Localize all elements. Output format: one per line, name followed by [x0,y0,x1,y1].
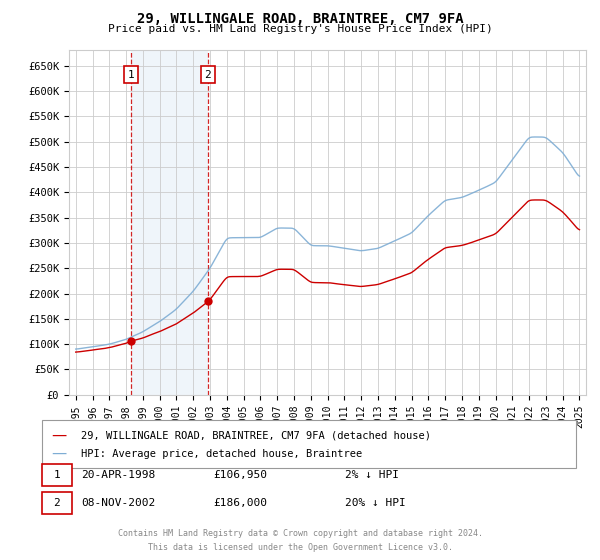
Text: 2: 2 [205,69,211,80]
Text: £106,950: £106,950 [213,470,267,480]
Bar [131,50,208,395]
Text: Contains HM Land Registry data © Crown copyright and database right 2024.: Contains HM Land Registry data © Crown c… [118,529,482,538]
Text: 1: 1 [53,470,61,480]
Text: —: — [51,446,66,461]
Text: 2: 2 [53,498,61,508]
Text: 20-APR-1998: 20-APR-1998 [81,470,155,480]
Text: 29, WILLINGALE ROAD, BRAINTREE, CM7 9FA: 29, WILLINGALE ROAD, BRAINTREE, CM7 9FA [137,12,463,26]
Text: 1: 1 [128,69,134,80]
Text: 20% ↓ HPI: 20% ↓ HPI [345,498,406,508]
Text: This data is licensed under the Open Government Licence v3.0.: This data is licensed under the Open Gov… [148,543,452,552]
Text: 2% ↓ HPI: 2% ↓ HPI [345,470,399,480]
Text: —: — [51,428,66,442]
Text: 08-NOV-2002: 08-NOV-2002 [81,498,155,508]
Text: 29, WILLINGALE ROAD, BRAINTREE, CM7 9FA (detached house): 29, WILLINGALE ROAD, BRAINTREE, CM7 9FA … [81,430,431,440]
Text: £186,000: £186,000 [213,498,267,508]
Text: Price paid vs. HM Land Registry's House Price Index (HPI): Price paid vs. HM Land Registry's House … [107,24,493,34]
Text: HPI: Average price, detached house, Braintree: HPI: Average price, detached house, Brai… [81,449,362,459]
